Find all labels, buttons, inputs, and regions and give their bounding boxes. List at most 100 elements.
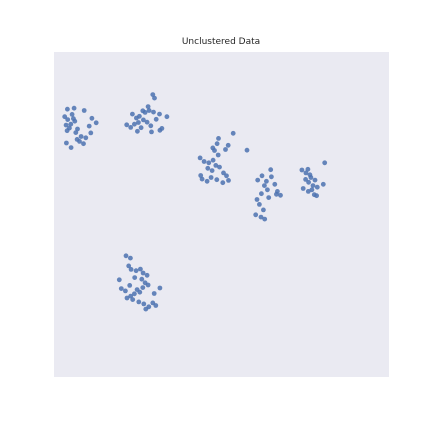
scatter-point <box>137 289 143 295</box>
scatter-point <box>262 183 267 189</box>
scatter-point <box>124 122 130 128</box>
plot-area <box>54 52 389 377</box>
scatter-point <box>72 118 78 124</box>
scatter-point <box>130 111 135 117</box>
scatter-point <box>137 113 142 119</box>
scatter-point <box>118 286 124 291</box>
scatter-point <box>159 125 165 131</box>
scatter-point <box>132 275 138 280</box>
scatter-point <box>221 170 226 176</box>
scatter-point <box>208 175 214 180</box>
scatter-point <box>269 174 274 180</box>
scatter-point <box>65 117 71 122</box>
scatter-point <box>303 177 308 182</box>
scatter-point <box>258 214 264 220</box>
scatter-point <box>141 117 146 123</box>
scatter-point <box>136 299 142 305</box>
scatter-point <box>146 108 152 113</box>
scatter-point <box>262 216 268 222</box>
scatter-point <box>65 106 70 112</box>
scatter-point <box>130 297 136 302</box>
scatter-point <box>143 306 149 312</box>
scatter-point <box>272 181 278 187</box>
scatter-point <box>68 121 74 127</box>
scatter-point <box>314 184 320 190</box>
scatter-point <box>259 173 265 179</box>
scatter-point <box>300 186 306 191</box>
scatter-point <box>209 168 215 174</box>
scatter-point <box>75 126 80 132</box>
scatter-point <box>151 109 156 115</box>
scatter-point <box>133 268 139 274</box>
scatter-point <box>71 105 77 111</box>
scatter-point <box>322 160 328 166</box>
scatter-point <box>305 189 311 194</box>
chart-title: Unclustered Data <box>182 37 260 47</box>
scatter-point <box>81 108 87 113</box>
scatter-point <box>253 212 259 218</box>
scatter-point <box>81 141 86 147</box>
scatter-point <box>136 120 141 125</box>
scatter-point <box>213 163 219 168</box>
scatter-point <box>216 136 221 141</box>
scatter-point <box>305 166 311 172</box>
scatter-point <box>312 177 318 183</box>
scatter-point <box>214 141 220 147</box>
scatter-point <box>257 202 262 207</box>
scatter-point <box>310 183 316 189</box>
scatter-point <box>144 272 150 278</box>
scatter-point <box>138 266 143 272</box>
scatter-point <box>309 187 315 193</box>
scatter-point <box>88 130 94 136</box>
scatter-point <box>206 160 212 166</box>
scatter-point <box>68 145 74 151</box>
scatter-point <box>210 157 216 163</box>
scatter-point <box>132 291 137 297</box>
scatter-point <box>138 125 144 131</box>
scatter-point <box>127 283 133 288</box>
scatter-point <box>268 167 274 173</box>
scatter-point <box>124 295 130 301</box>
scatter-point <box>303 170 309 176</box>
scatter-point <box>78 134 84 139</box>
scatter-point <box>264 178 269 184</box>
scatter-point <box>93 120 99 126</box>
scatter-point <box>126 263 132 269</box>
scatter-point <box>224 173 229 179</box>
scatter-point <box>199 176 205 182</box>
scatter-point <box>74 137 80 142</box>
scatter-point <box>153 303 159 308</box>
scatter-point <box>73 130 79 136</box>
scatter-point <box>306 179 311 185</box>
scatter-point <box>151 291 157 296</box>
scatter-point <box>145 104 151 109</box>
scatter-point <box>230 130 236 136</box>
scatter-point <box>157 285 163 291</box>
scatter-point <box>64 128 70 134</box>
scatter-point <box>214 177 220 183</box>
scatter-point <box>164 114 170 120</box>
scatter-point <box>210 145 216 151</box>
scatter-point <box>128 267 134 272</box>
scatter-point <box>220 180 226 186</box>
scatter-point <box>274 191 279 197</box>
scatter-point <box>259 191 264 197</box>
scatter-point <box>320 181 326 187</box>
scatter-point <box>128 125 134 130</box>
scatter-point <box>123 288 128 294</box>
scatter-point <box>69 112 75 117</box>
scatter-point <box>278 192 283 198</box>
scatter-points <box>62 92 328 312</box>
scatter-point <box>205 165 211 171</box>
scatter-point <box>144 119 150 125</box>
scatter-point <box>140 108 146 114</box>
scatter-point <box>265 187 270 193</box>
scatter-point <box>255 177 261 183</box>
scatter-point <box>198 173 204 178</box>
scatter-point <box>64 140 69 146</box>
scatter-point <box>116 277 122 283</box>
scatter-point <box>86 123 92 129</box>
scatter-point <box>63 122 69 128</box>
scatter-point <box>225 142 231 148</box>
